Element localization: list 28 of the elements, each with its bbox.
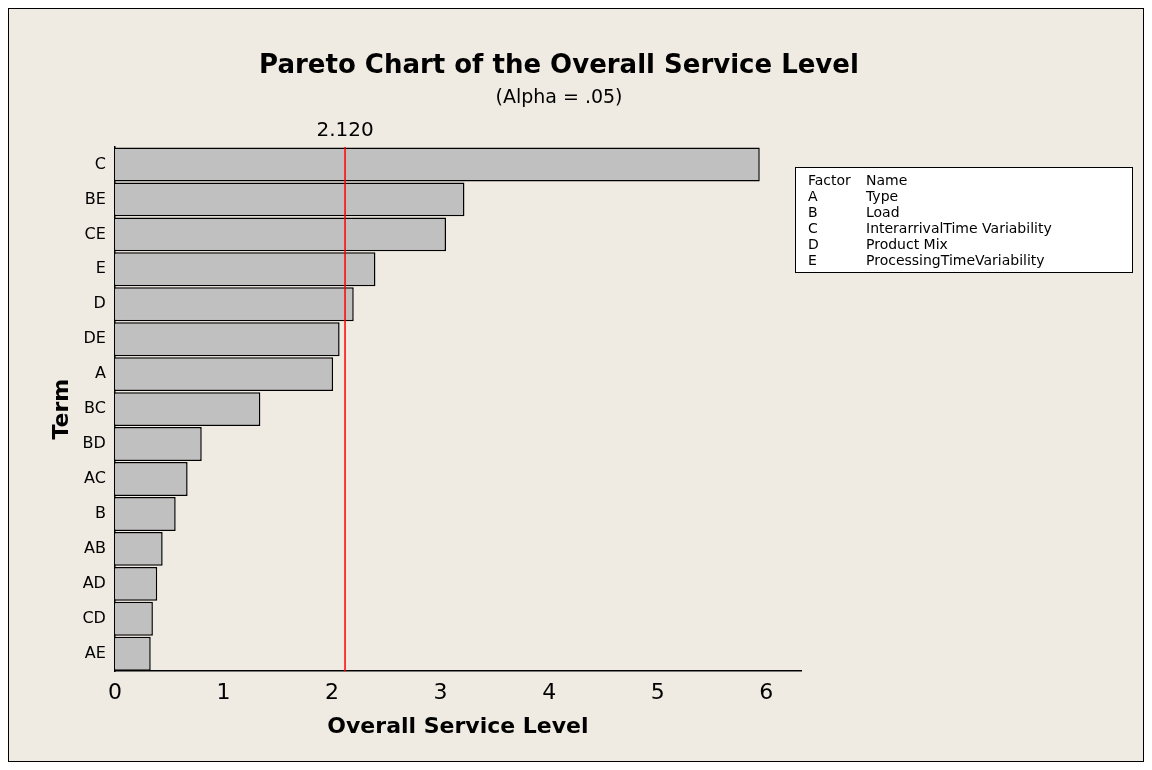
y-tick-label: C	[94, 153, 106, 173]
y-tick-label: CE	[84, 223, 106, 243]
y-tick-label: AC	[84, 468, 106, 488]
x-tick-label: 6	[759, 679, 774, 705]
chart-title: Pareto Chart of the Overall Service Level	[258, 49, 860, 79]
y-tick-label: E	[95, 258, 106, 278]
x-tick-label: 0	[107, 679, 122, 705]
x-tick-label: 2	[325, 679, 340, 705]
y-tick-label: AE	[84, 642, 106, 662]
ref-line-label: 2.120	[316, 117, 374, 142]
y-tick-label: AD	[82, 572, 106, 592]
factor-table: Factor Name A Type B Load C InterarrivalTime Variability D Product Mix E ProcessingTimeVariability	[795, 167, 1133, 273]
y-tick-label: CD	[82, 607, 106, 627]
y-tick-label: BC	[84, 398, 106, 418]
x-tick-label: 5	[650, 679, 665, 705]
y-tick-label: A	[94, 363, 106, 383]
chart-subtitle: (Alpha = .05)	[494, 85, 624, 107]
x-tick-label: 1	[216, 679, 231, 705]
y-tick-label: AB	[83, 538, 106, 558]
y-tick-label: B	[94, 503, 106, 523]
y-tick-label: DE	[83, 328, 106, 348]
y-axis-title: Term	[47, 378, 73, 440]
x-tick-label: 3	[433, 679, 448, 705]
y-tick-label: BE	[84, 188, 106, 208]
y-tick-label: D	[93, 293, 106, 313]
x-tick-label: 4	[542, 679, 557, 705]
y-tick-label: BD	[82, 433, 106, 453]
x-axis-title: Overall Service Level	[327, 712, 589, 738]
